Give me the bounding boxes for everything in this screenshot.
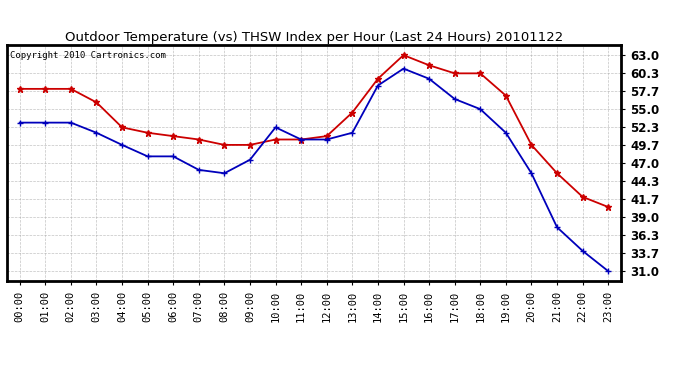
Text: Copyright 2010 Cartronics.com: Copyright 2010 Cartronics.com [10,51,166,60]
Title: Outdoor Temperature (vs) THSW Index per Hour (Last 24 Hours) 20101122: Outdoor Temperature (vs) THSW Index per … [65,31,563,44]
